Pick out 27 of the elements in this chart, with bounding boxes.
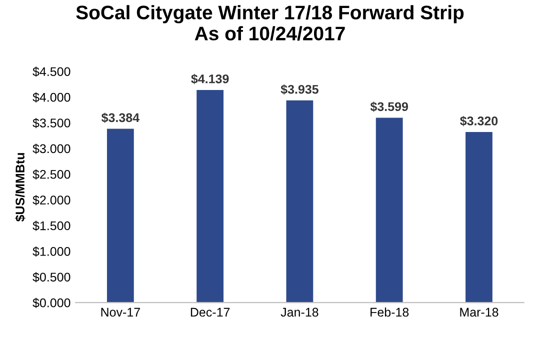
x-tick-label: Nov-17 bbox=[101, 308, 140, 317]
y-tick-label: $3.000 bbox=[32, 144, 70, 154]
y-tick-label: $2.000 bbox=[32, 195, 70, 206]
y-tick-label: $4.500 bbox=[32, 66, 70, 77]
bar bbox=[466, 132, 492, 303]
data-label: $3.599 bbox=[370, 102, 408, 112]
y-tick-label: $0.000 bbox=[32, 298, 70, 308]
x-tick-label: Dec-17 bbox=[190, 308, 230, 317]
bar bbox=[106, 128, 134, 303]
y-tick-label: $1.500 bbox=[32, 220, 70, 231]
x-tick-label: Jan-18 bbox=[280, 308, 318, 317]
x-tick-label: Mar-18 bbox=[460, 308, 498, 317]
y-tick-label: $0.500 bbox=[32, 272, 70, 282]
data-label: $4.139 bbox=[191, 74, 229, 84]
data-label: $3.384 bbox=[101, 112, 140, 123]
data-label: $3.935 bbox=[280, 84, 318, 95]
bar bbox=[196, 90, 224, 303]
y-tick-label: $4.000 bbox=[32, 92, 70, 102]
y-tick-label: $1.000 bbox=[32, 246, 70, 257]
x-tick-label: Feb-18 bbox=[370, 307, 409, 317]
data-label: $3.320 bbox=[460, 116, 498, 126]
bar bbox=[376, 118, 403, 303]
bar bbox=[286, 100, 314, 303]
chart-title: SoCal Citygate Winter 17/18 Forward Strip As of 10/24/2017 bbox=[76, 5, 464, 41]
y-tick-label: $2.500 bbox=[32, 169, 70, 180]
y-axis-title: $US/MMBtu bbox=[15, 153, 26, 222]
y-tick-label: $3.500 bbox=[32, 118, 70, 128]
